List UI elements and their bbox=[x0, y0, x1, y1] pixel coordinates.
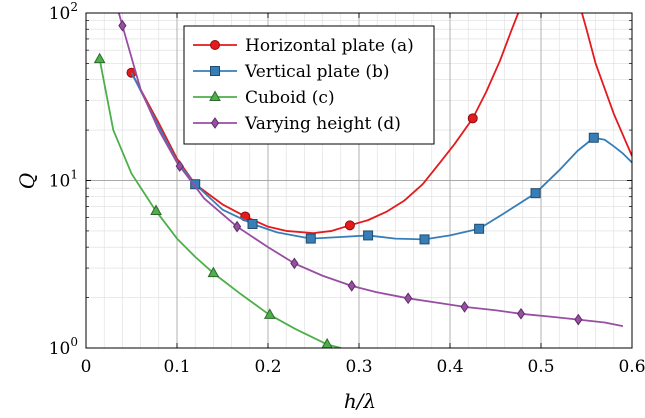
series-marker bbox=[290, 257, 299, 270]
series-marker bbox=[588, 132, 599, 143]
series-marker bbox=[232, 220, 242, 233]
series-marker bbox=[344, 220, 355, 231]
series-marker bbox=[530, 188, 541, 199]
series-layer bbox=[93, 13, 632, 348]
series-marker bbox=[347, 279, 356, 292]
legend-label: Vertical plate (b) bbox=[244, 62, 390, 82]
y-tick-label: 100 bbox=[49, 335, 78, 359]
legend-label: Varying height (d) bbox=[244, 114, 401, 134]
series-marker bbox=[574, 313, 583, 326]
legend-marker bbox=[210, 40, 220, 50]
series-marker bbox=[474, 223, 485, 234]
legend-marker bbox=[210, 66, 220, 76]
x-tick-label: 0.6 bbox=[618, 357, 645, 377]
series-marker bbox=[93, 52, 106, 64]
y-tick-label: 101 bbox=[49, 168, 78, 192]
y-tick-label-exponent: 0 bbox=[70, 335, 78, 349]
series-marker bbox=[247, 218, 258, 229]
y-axis-title: Q bbox=[15, 173, 39, 189]
y-tick-label-base: 10 bbox=[49, 172, 71, 192]
series-marker bbox=[150, 204, 162, 215]
series-marker bbox=[460, 301, 469, 313]
series-2 bbox=[130, 72, 632, 245]
legend-label: Cuboid (c) bbox=[245, 88, 335, 108]
y-tick-label-base: 10 bbox=[49, 4, 71, 24]
series-marker bbox=[467, 113, 478, 124]
x-tick-label: 0 bbox=[81, 357, 92, 377]
series-marker bbox=[419, 234, 430, 245]
x-tick-label: 0.2 bbox=[254, 357, 281, 377]
legend: Horizontal plate (a) Vertical plate (b) Cu… bbox=[183, 25, 435, 145]
series-line bbox=[98, 59, 342, 348]
legend-label: Horizontal plate (a) bbox=[245, 36, 414, 56]
x-tick-label: 0.5 bbox=[527, 357, 554, 377]
series-marker bbox=[118, 19, 127, 32]
legend-marker bbox=[209, 90, 221, 101]
series-marker bbox=[305, 233, 316, 244]
series-marker bbox=[363, 230, 374, 241]
series-marker bbox=[404, 292, 413, 305]
axis-ticks bbox=[85, 12, 633, 349]
y-tick-label-base: 10 bbox=[49, 339, 71, 359]
series-4 bbox=[117, 13, 624, 328]
legend-marker bbox=[210, 117, 220, 129]
series-marker bbox=[263, 308, 276, 319]
series-marker bbox=[516, 307, 526, 320]
y-tick-label-exponent: 1 bbox=[70, 168, 78, 182]
y-tick-label: 102 bbox=[49, 0, 78, 24]
x-axis-title: h/λ bbox=[344, 389, 376, 413]
x-tick-label: 0.4 bbox=[436, 357, 463, 377]
series-marker bbox=[175, 160, 184, 173]
y-tick-label-exponent: 2 bbox=[70, 0, 78, 14]
series-marker bbox=[190, 179, 201, 190]
x-tick-label: 0.1 bbox=[163, 357, 190, 377]
x-tick-label: 0.3 bbox=[345, 357, 372, 377]
series-marker bbox=[207, 266, 220, 278]
